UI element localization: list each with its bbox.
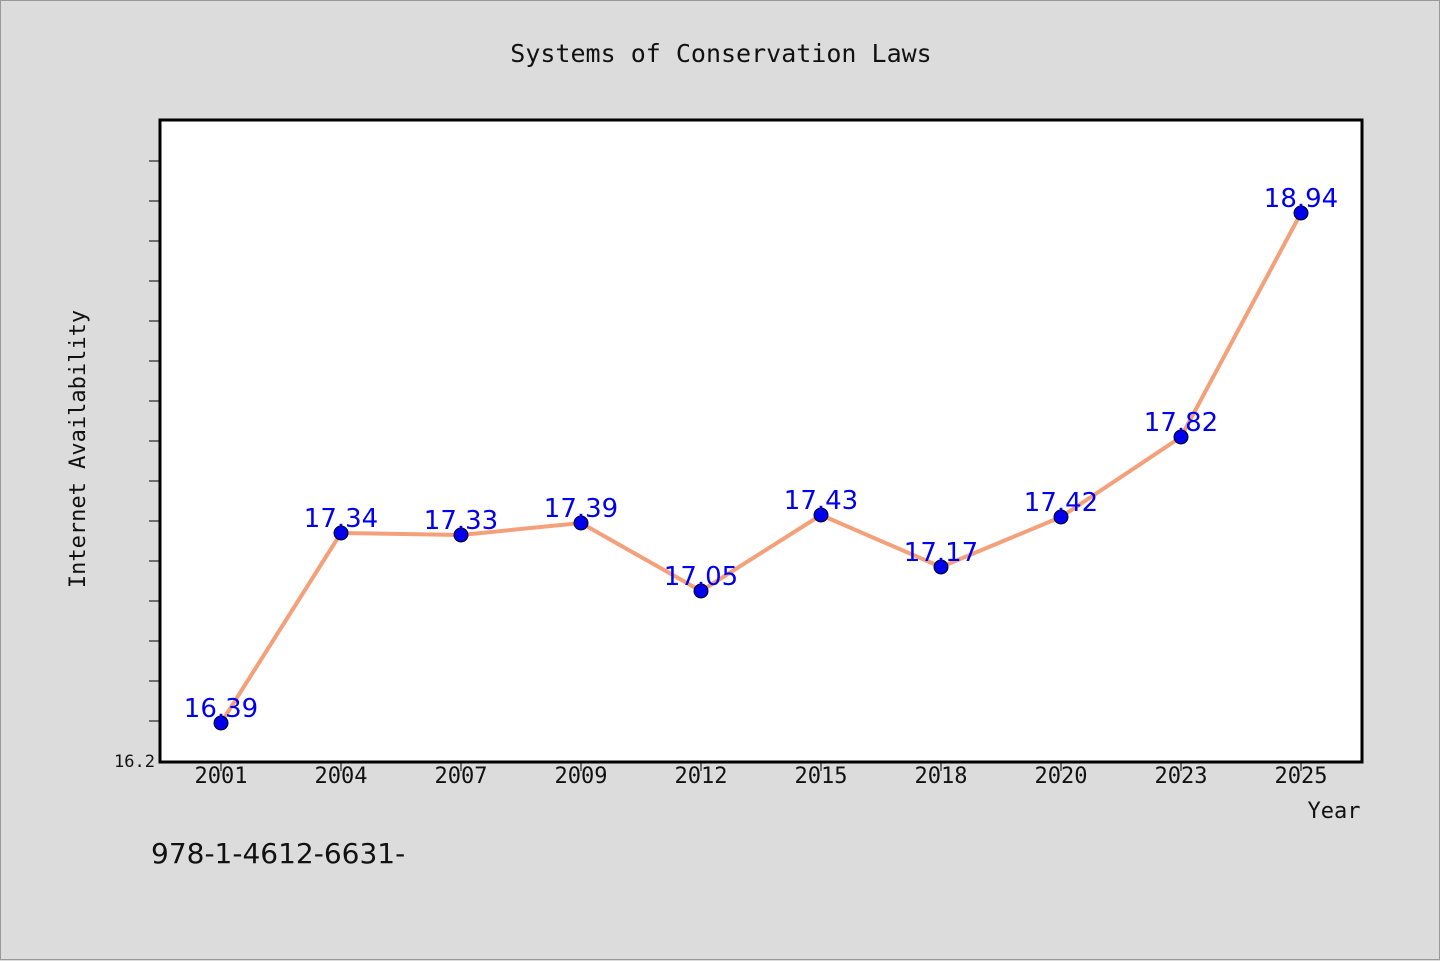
y-axis-label: Internet Availability xyxy=(66,310,91,588)
data-point xyxy=(813,507,829,523)
y-axis-ticks: 16.2 xyxy=(114,160,161,772)
data-point xyxy=(453,527,469,543)
data-label: 17.43 xyxy=(784,486,858,516)
data-label: 17.39 xyxy=(544,494,618,524)
data-label: 18.94 xyxy=(1264,184,1338,214)
data-point xyxy=(213,715,229,731)
data-label: 17.42 xyxy=(1024,488,1098,518)
data-point xyxy=(933,559,949,575)
x-tick-label: 2009 xyxy=(555,764,608,789)
x-tick-label: 2018 xyxy=(915,764,968,789)
data-labels: 16.39 17.34 17.33 17.39 17.05 17.43 17.17 17.42… xyxy=(184,184,1338,724)
x-tick-label: 2023 xyxy=(1155,764,1208,789)
series-line xyxy=(219,212,1303,725)
x-tick-label: 2012 xyxy=(675,764,728,789)
data-point xyxy=(1053,509,1069,525)
data-label: 16.39 xyxy=(184,694,258,724)
data-point xyxy=(573,515,589,531)
data-label: 17.17 xyxy=(904,538,978,568)
data-label: 17.34 xyxy=(304,504,378,534)
x-tick-label: 2015 xyxy=(795,764,848,789)
chart-title: Systems of Conservation Laws xyxy=(510,39,931,68)
x-tick-label: 2001 xyxy=(195,764,248,789)
data-point xyxy=(333,525,349,541)
y-tick-label: 16.2 xyxy=(114,752,155,772)
data-label: 17.33 xyxy=(424,506,498,536)
x-axis-ticks: 2001 2004 2007 2009 2012 2015 2018 2020 2023 2025 xyxy=(195,761,1328,789)
x-tick-label: 2025 xyxy=(1275,764,1328,789)
x-axis-label: Year xyxy=(1308,799,1361,824)
x-tick-label: 2020 xyxy=(1035,764,1088,789)
x-tick-label: 2007 xyxy=(435,764,488,789)
x-tick-label: 2004 xyxy=(315,764,368,789)
data-point xyxy=(693,583,709,599)
data-point xyxy=(1173,429,1189,445)
footer-text: 978-1-4612-6631- xyxy=(151,837,405,870)
plot-area xyxy=(158,118,1364,764)
data-point xyxy=(1293,205,1309,221)
data-label: 17.82 xyxy=(1144,408,1218,438)
data-label: 17.05 xyxy=(664,562,738,592)
data-markers xyxy=(213,205,1309,731)
